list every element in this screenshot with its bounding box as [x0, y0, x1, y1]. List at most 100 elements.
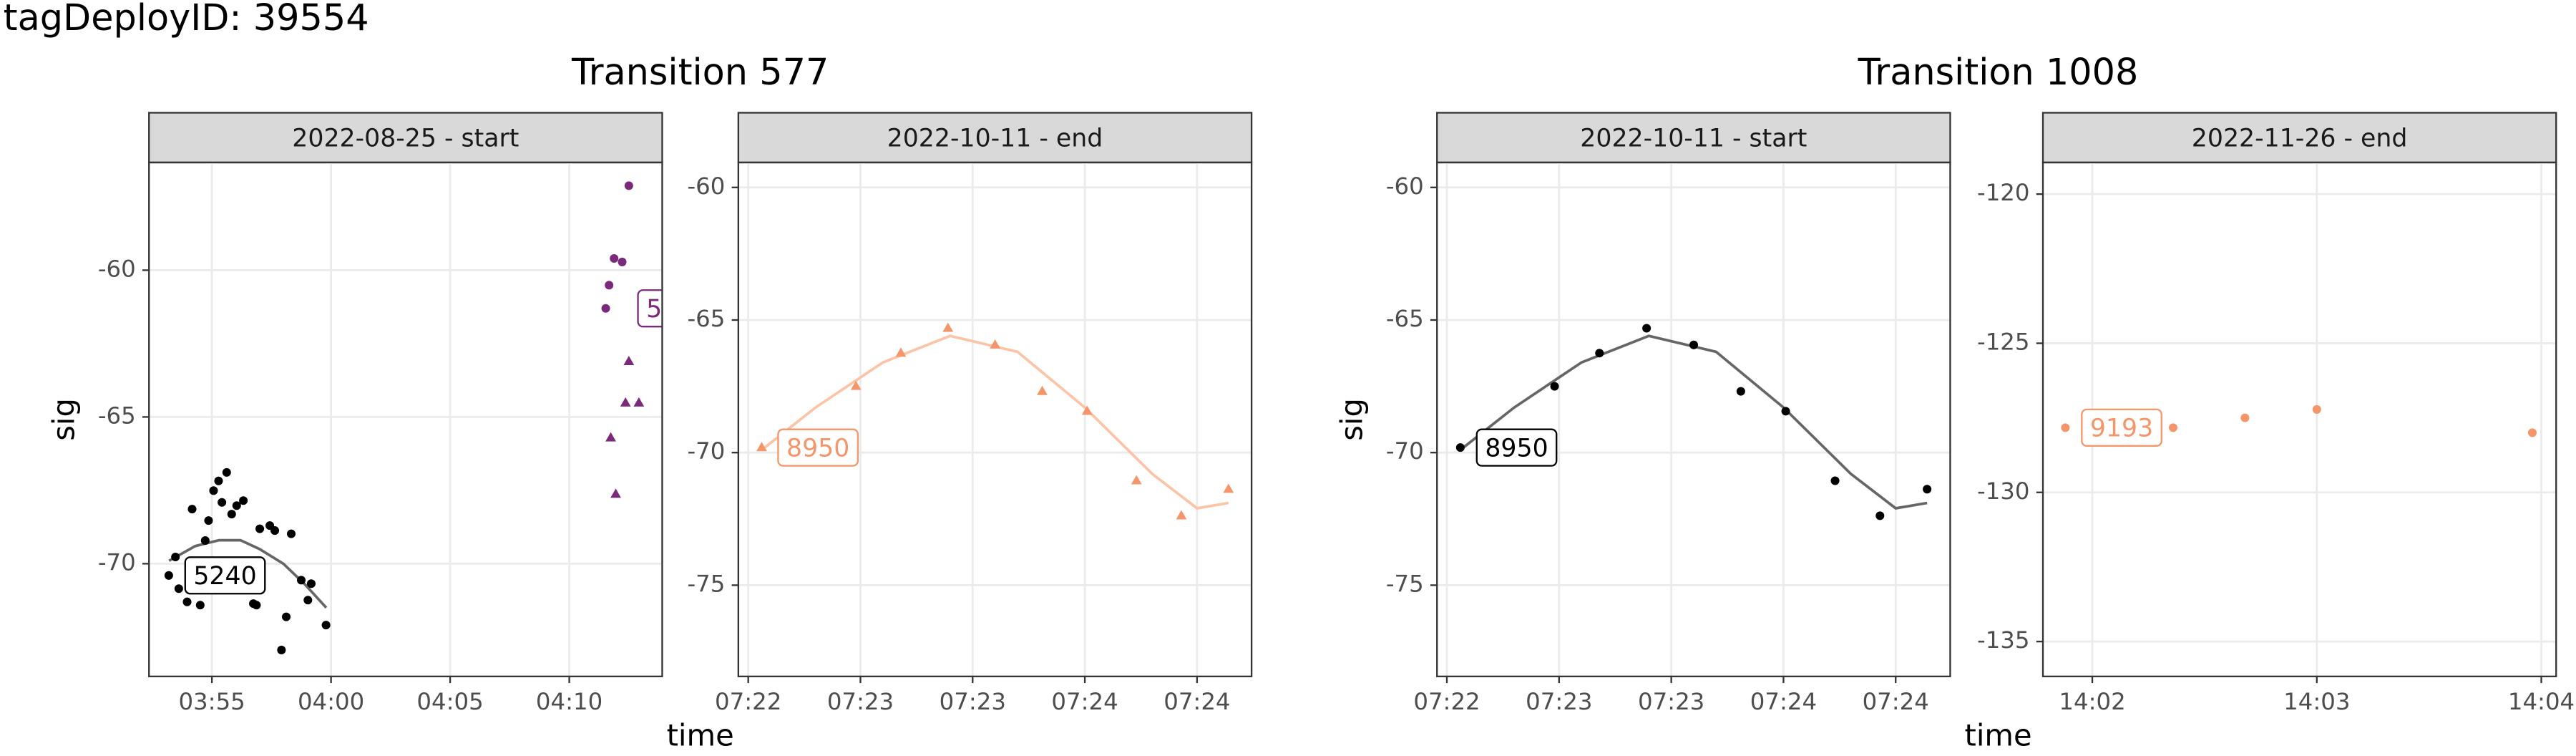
y-tick-label: -125 [1977, 328, 2029, 355]
label-box [2081, 408, 2162, 447]
facet-strip [1436, 112, 1951, 164]
x-axis-label: time [1965, 718, 2032, 753]
label-box [184, 556, 266, 595]
y-tick-label: -75 [1386, 570, 1424, 597]
figure-title: tagDeployID: 39554 [4, 0, 369, 39]
facet-strip [148, 112, 663, 164]
point [1689, 340, 1699, 349]
y-tick-label: -135 [1977, 626, 2029, 654]
point [296, 576, 306, 585]
point [610, 488, 621, 498]
x-tick-label: 07:24 [1863, 688, 1929, 715]
point [200, 536, 210, 546]
point [850, 380, 862, 390]
y-tick-label: -70 [98, 548, 136, 576]
label-box [1475, 428, 1558, 467]
x-tick-label: 04:00 [298, 688, 364, 715]
point [182, 597, 192, 606]
y-tick-label: -65 [98, 402, 136, 429]
point [1037, 385, 1048, 395]
point [610, 253, 619, 263]
x-tick-label: 07:23 [827, 688, 894, 715]
point [601, 304, 610, 313]
y-tick-label: -60 [687, 173, 725, 200]
point [633, 397, 645, 407]
y-tick-label: -65 [687, 305, 725, 332]
x-tick-label: 07:24 [1163, 688, 1230, 715]
plot-area: 5240 59 [164, 181, 678, 654]
x-tick-label: 04:05 [416, 688, 483, 715]
point [990, 339, 1001, 349]
point [255, 524, 265, 533]
point [239, 496, 248, 505]
panel-background [149, 162, 663, 677]
x-tick-label: 07:23 [940, 688, 1006, 715]
x-tick-label: 14:02 [2059, 688, 2125, 715]
point [605, 281, 614, 290]
x-axis-label: time [667, 718, 734, 753]
x-tick-label: 14:04 [2508, 688, 2575, 715]
point [2240, 413, 2250, 422]
label-text: 8950 [1485, 434, 1548, 462]
point [171, 552, 180, 561]
point [187, 505, 197, 514]
y-axis-label: sig [47, 398, 82, 441]
point [1736, 387, 1745, 396]
x-tick-label: 07:23 [1526, 688, 1592, 715]
panel-border [1436, 161, 1951, 677]
facet-label: 2022-10-11 - start [1580, 125, 1807, 153]
point [222, 467, 231, 477]
point [756, 442, 767, 452]
panel: 2022-08-25 - start -60 -65 -70 03:55 04:00 04:… [98, 112, 678, 715]
series-label: 8950 [1475, 428, 1558, 467]
point [1223, 483, 1234, 493]
point [1595, 349, 1604, 358]
group-title: Transition 577 [571, 52, 829, 94]
point [1875, 511, 1885, 520]
point [2061, 423, 2070, 432]
point [303, 596, 313, 605]
point [277, 645, 286, 654]
point [321, 621, 331, 630]
x-tick-label: 07:24 [1051, 688, 1118, 715]
y-tick-label: -70 [1386, 437, 1424, 465]
point [605, 432, 616, 442]
plot-area: 8950 [756, 322, 1234, 520]
facet-strip [737, 112, 1253, 164]
panel: 2022-10-11 - end -60 -65 -70 -75 07:22 07:23 07… [687, 112, 1253, 715]
point [1830, 476, 1840, 485]
panel-background [738, 162, 1252, 677]
x-tick-label: 07:22 [1413, 688, 1480, 715]
panel: 2022-10-11 - start -60 -65 -70 -75 07:22 07:23… [1386, 112, 1951, 715]
label-box [777, 428, 859, 467]
point [204, 516, 213, 525]
x-tick-label: 04:10 [536, 688, 602, 715]
point [1081, 405, 1093, 415]
point [282, 612, 291, 621]
x-tick-label: 03:55 [178, 688, 245, 715]
smooth-line [1459, 334, 1928, 510]
point [209, 486, 218, 495]
point [1923, 485, 1932, 494]
y-tick-label: -65 [1386, 305, 1424, 332]
point [270, 526, 280, 536]
point [164, 571, 173, 580]
label-text: 59 [646, 295, 678, 324]
y-tick-label: -60 [1386, 173, 1424, 200]
panel-border [2041, 161, 2557, 677]
label-text: 9193 [2090, 415, 2153, 443]
panel-background [1437, 162, 1951, 677]
y-axis-label: sig [1335, 398, 1370, 441]
y-tick-label: -60 [98, 255, 136, 282]
point [942, 322, 954, 332]
smooth-line [761, 334, 1229, 510]
series-label: 8950 [777, 428, 859, 467]
x-tick-label: 14:03 [2283, 688, 2350, 715]
point [1131, 475, 1142, 485]
panel-border [737, 161, 1253, 677]
x-tick-label: 07:24 [1750, 688, 1817, 715]
plot-area: 8950 [1455, 324, 1932, 520]
point [624, 181, 633, 190]
facet-label: 2022-11-26 - end [2192, 125, 2408, 153]
